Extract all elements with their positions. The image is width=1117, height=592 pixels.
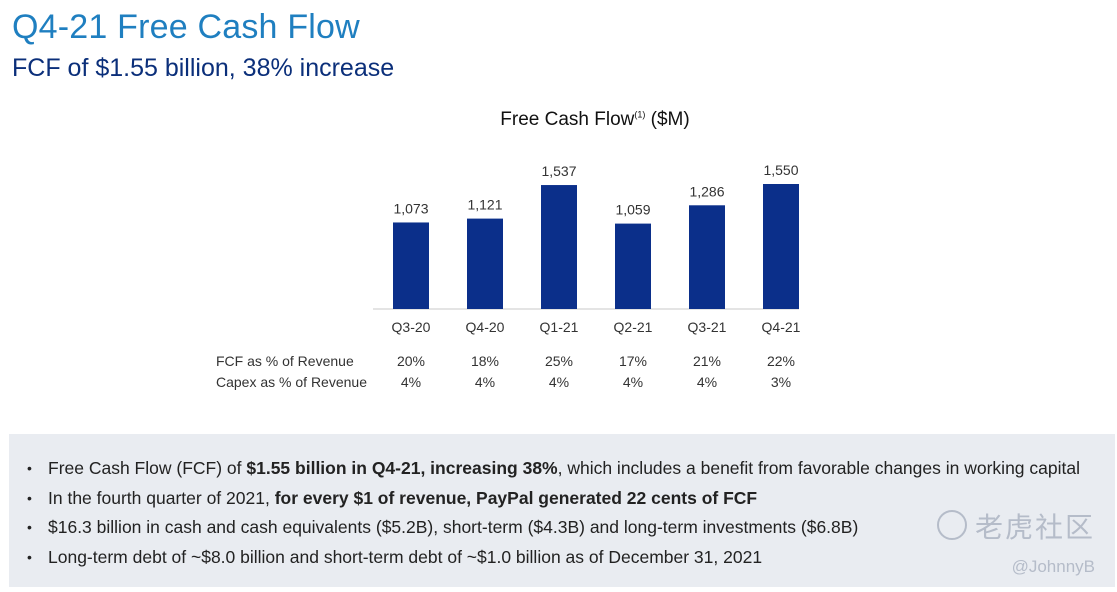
tick-label-q3-21: Q3-21 bbox=[688, 319, 727, 335]
chart-title-unit: ($M) bbox=[650, 109, 690, 130]
chart-title-footnote: (1) bbox=[634, 109, 646, 120]
metric-value: 4% bbox=[400, 374, 422, 390]
watermark-logo-icon bbox=[937, 510, 967, 540]
metric-value: 22% bbox=[766, 353, 796, 369]
bullet-item: • Long-term debt of ~$8.0 billion and sho… bbox=[27, 543, 1080, 573]
watermark-handle: @JohnnyB bbox=[1011, 557, 1095, 576]
metric-value: 17% bbox=[618, 353, 648, 369]
summary-bullets: • Free Cash Flow (FCF) of $1.55 billion i… bbox=[27, 454, 1080, 572]
tick-label-q4-21: Q4-21 bbox=[762, 319, 801, 335]
bullet-text: $16.3 billion in cash and cash equivalen… bbox=[48, 517, 859, 537]
bullet-text: Free Cash Flow (FCF) of bbox=[48, 458, 247, 478]
bullet-item: • Free Cash Flow (FCF) of $1.55 billion i… bbox=[27, 454, 1080, 484]
metric-value: 20% bbox=[396, 353, 426, 369]
tick-label-q4-20: Q4-20 bbox=[466, 319, 505, 335]
metric-value: 4% bbox=[474, 374, 496, 390]
data-label-q2-21: 1,059 bbox=[615, 202, 650, 218]
bar-q3-20 bbox=[393, 222, 429, 309]
data-label-q4-21: 1,550 bbox=[763, 162, 798, 178]
data-label-q4-20: 1,121 bbox=[467, 197, 502, 213]
watermark-text: 老虎社区 bbox=[974, 512, 1095, 543]
bullet-dot-icon: • bbox=[27, 460, 32, 476]
bullet-dot-icon: • bbox=[27, 519, 32, 535]
metric-value: 25% bbox=[544, 353, 574, 369]
bar-q1-21 bbox=[541, 185, 577, 309]
bar-q3-21 bbox=[689, 205, 725, 309]
metric-label: Capex as % of Revenue bbox=[216, 374, 367, 390]
metric-label: FCF as % of Revenue bbox=[216, 353, 354, 369]
metric-value: 4% bbox=[548, 374, 570, 390]
page-title: Q4-21 Free Cash Flow bbox=[12, 8, 360, 46]
tick-label-q3-20: Q3-20 bbox=[392, 319, 431, 335]
metric-value: 18% bbox=[470, 353, 500, 369]
data-label-q3-21: 1,286 bbox=[689, 183, 724, 199]
metric-value: 4% bbox=[622, 374, 644, 390]
chart-title: Free Cash Flow(1) ($M) bbox=[470, 109, 720, 131]
metric-value: 21% bbox=[692, 353, 722, 369]
bar-chart: 1,073 Q3-20 1,121 Q4-20 1,537 Q1-21 1,059 Q2-21… bbox=[373, 162, 801, 335]
bullet-text-bold: for every $1 of revenue, PayPal generate… bbox=[274, 487, 758, 508]
bullet-item: • In the fourth quarter of 2021, for ever… bbox=[27, 484, 1080, 514]
bullet-text: , which includes a benefit from favorabl… bbox=[557, 458, 1080, 478]
bar-q2-21 bbox=[615, 223, 651, 309]
tick-label-q2-21: Q2-21 bbox=[614, 319, 653, 335]
summary-panel: • Free Cash Flow (FCF) of $1.55 billion i… bbox=[9, 434, 1115, 587]
bar-q4-20 bbox=[467, 218, 503, 309]
bar-q4-21 bbox=[763, 184, 799, 309]
page-subtitle: FCF of $1.55 billion, 38% increase bbox=[12, 54, 395, 82]
metric-value: 3% bbox=[770, 374, 792, 390]
bullet-text: In the fourth quarter of 2021, bbox=[48, 487, 275, 508]
bullet-dot-icon: • bbox=[27, 489, 32, 506]
bullet-text: Long-term debt of ~$8.0 billion and shor… bbox=[48, 546, 763, 567]
bullet-item: • $16.3 billion in cash and cash equivale… bbox=[27, 513, 1080, 543]
tick-label-q1-21: Q1-21 bbox=[540, 319, 579, 335]
bullet-dot-icon: • bbox=[27, 548, 32, 565]
data-label-q3-20: 1,073 bbox=[393, 200, 428, 216]
data-label-q1-21: 1,537 bbox=[541, 163, 576, 179]
chart-title-text: Free Cash Flow bbox=[500, 109, 635, 130]
metric-value: 4% bbox=[696, 374, 718, 390]
bullet-text-bold: $1.55 billion in Q4-21, increasing 38% bbox=[246, 458, 558, 478]
